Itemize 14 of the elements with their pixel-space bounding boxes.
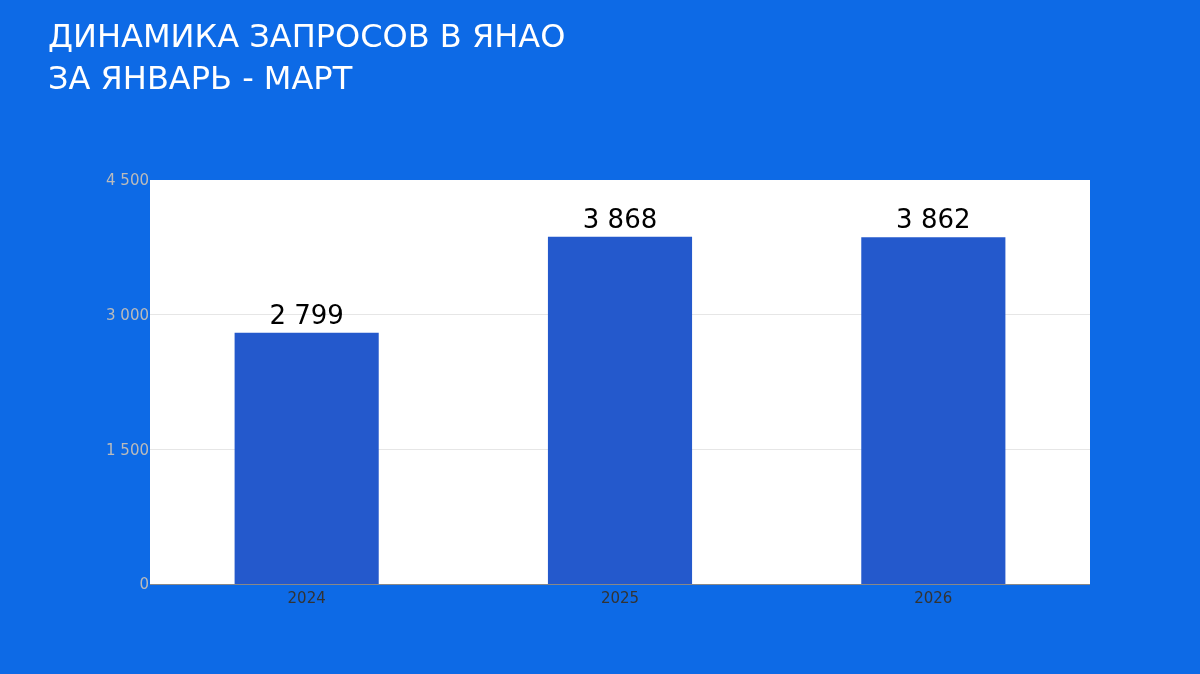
- y-tick-label: 4 500: [106, 171, 149, 190]
- y-tick-label: 0: [139, 575, 149, 594]
- x-tick-label: 2026: [914, 589, 953, 607]
- data-label: 3 862: [896, 204, 971, 235]
- bar: [547, 236, 693, 584]
- bar: [234, 332, 379, 584]
- x-tick-label: 2025: [600, 589, 640, 607]
- x-tick-label: 2024: [287, 589, 326, 607]
- data-label: 2 799: [269, 299, 344, 330]
- y-tick-label: 1 500: [106, 440, 149, 459]
- data-label: 3 868: [582, 203, 658, 234]
- bar: [861, 237, 1006, 584]
- y-tick-label: 3 000: [106, 305, 149, 324]
- chart-title: ДИНАМИКА ЗАПРОСОВ В ЯНАО ЗА ЯНВАРЬ - МАРТ: [48, 17, 566, 97]
